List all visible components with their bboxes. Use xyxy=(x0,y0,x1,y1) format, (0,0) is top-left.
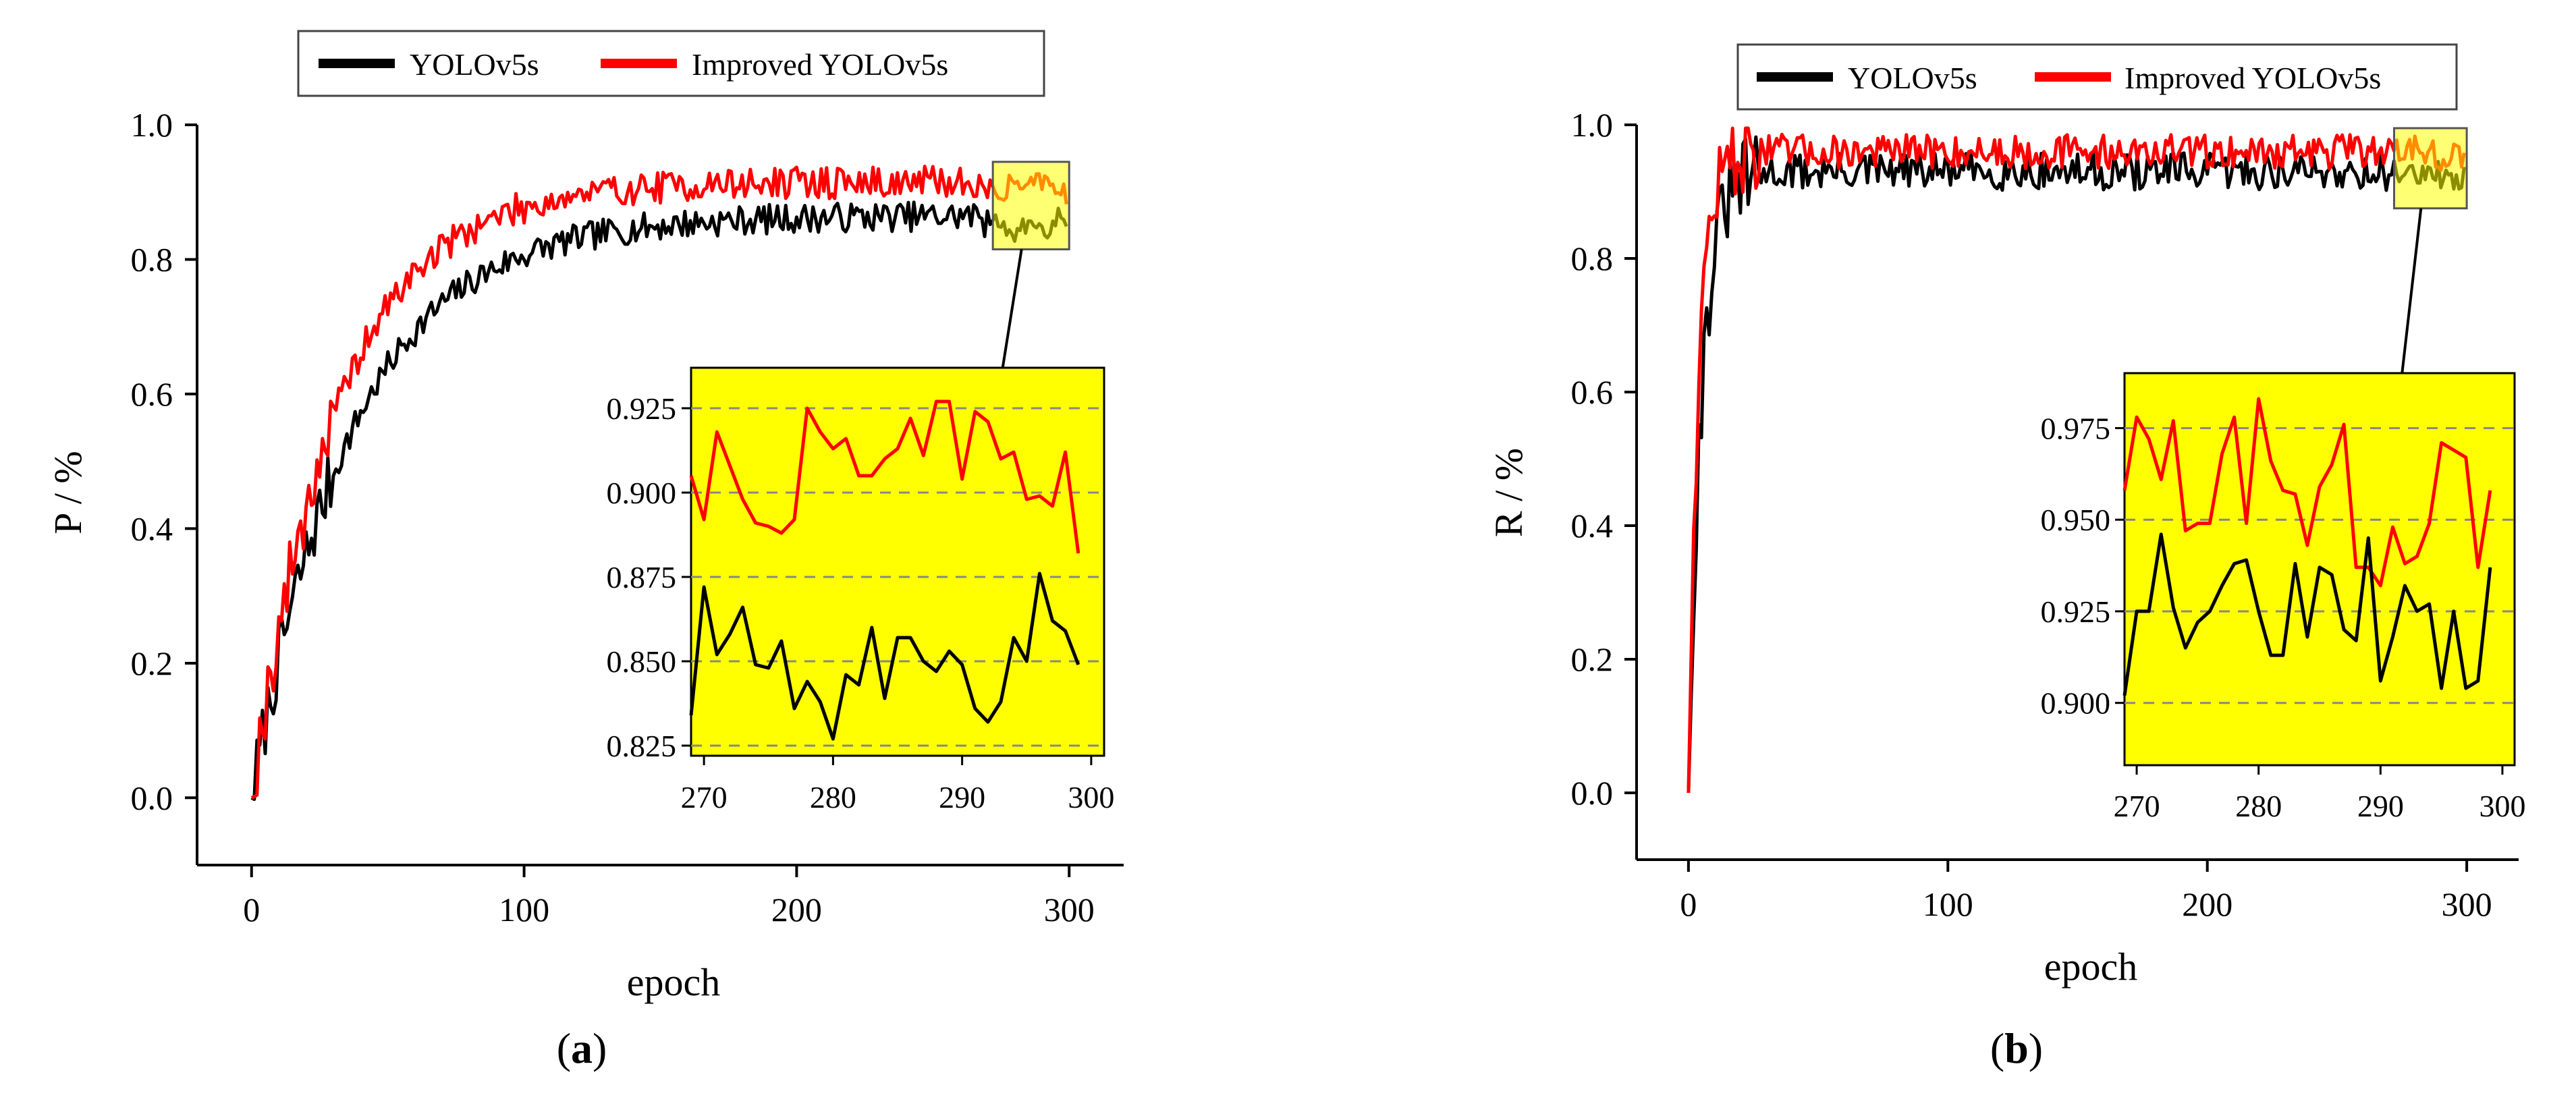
y-tick-label: 0.4 xyxy=(1571,507,1614,545)
inset-y-tick-label: 0.975 xyxy=(2041,411,2111,445)
inset-y-tick-label: 0.850 xyxy=(607,644,677,679)
legend-b: YOLOv5s Improved YOLOv5s xyxy=(1736,43,2458,111)
y-tick-label: 0.6 xyxy=(1571,373,1614,411)
y-tick-label: 0.0 xyxy=(131,779,173,816)
x-tick-label: 0 xyxy=(243,891,260,928)
y-ticks xyxy=(1624,123,1637,794)
inset-gridlines xyxy=(2125,426,2515,704)
inset-y-tick-label: 0.925 xyxy=(607,391,677,426)
caption-paren-open: ( xyxy=(557,1024,571,1072)
legend-a: YOLOv5s Improved YOLOv5s xyxy=(297,30,1045,97)
zoom-highlight-box xyxy=(991,161,1070,250)
x-tick-label: 0 xyxy=(1680,885,1697,923)
caption-letter: a xyxy=(571,1024,593,1072)
inset-y-tick-label: 0.925 xyxy=(2041,594,2111,629)
series-line-yolov5s xyxy=(1687,135,2466,794)
caption-paren-close: ) xyxy=(593,1024,607,1072)
inset-series-line-improved xyxy=(2122,397,2492,588)
inset-y-tick-label: 0.950 xyxy=(2041,503,2111,537)
y-axis-title: R / % xyxy=(1487,448,1531,537)
inset-x-ticks xyxy=(703,756,1093,765)
x-tick-label: 300 xyxy=(2442,885,2492,923)
panel-a: YOLOv5s Improved YOLOv5s 0 100 200 300 0… xyxy=(46,30,1124,1072)
legend-label-yolov5s: YOLOv5s xyxy=(1848,61,1977,95)
x-ticks xyxy=(1687,860,2469,872)
inset-y-tick-label: 0.825 xyxy=(607,729,677,763)
legend-label-improved: Improved YOLOv5s xyxy=(692,47,948,82)
y-tick-label: 1.0 xyxy=(131,106,173,144)
y-tick-label: 0.8 xyxy=(1571,240,1614,277)
caption-paren-open: ( xyxy=(1990,1024,2004,1072)
panel-b: YOLOv5s Improved YOLOv5s 0 100 200 300 0… xyxy=(1487,43,2525,1072)
inset-x-tick-label: 300 xyxy=(1068,780,1114,814)
y-tick-label: 0.6 xyxy=(131,375,173,413)
caption-letter: b xyxy=(2004,1024,2029,1072)
x-axis-title: epoch xyxy=(2044,945,2138,989)
inset-plot: 270 280 290 300 0.900 0.925 0.950 0.975 xyxy=(2041,372,2525,823)
inset-x-tick-label: 280 xyxy=(810,780,856,814)
y-axis-title: P / % xyxy=(46,451,90,534)
inset-x-tick-label: 270 xyxy=(681,780,728,814)
inset-background xyxy=(690,366,1105,757)
y-tick-label: 0.0 xyxy=(1571,774,1614,812)
inset-y-ticks xyxy=(682,407,691,747)
y-ticks xyxy=(185,123,197,800)
panel-caption-b: (b) xyxy=(1990,1024,2043,1072)
inset-plot: 270 280 290 300 0.825 0.850 0.875 0.900 … xyxy=(607,366,1114,814)
y-tick-label: 0.4 xyxy=(131,509,173,547)
series-line-yolov5s xyxy=(250,200,1068,801)
inset-gridlines xyxy=(691,407,1104,747)
y-tick-label: 1.0 xyxy=(1571,106,1614,144)
x-tick-label: 300 xyxy=(1044,891,1095,928)
legend-label-improved: Improved YOLOv5s xyxy=(2125,61,2381,95)
inset-x-tick-label: 280 xyxy=(2235,789,2282,823)
zoom-connector-line xyxy=(2401,208,2423,374)
series-line-improved xyxy=(250,165,1068,800)
inset-x-tick-label: 290 xyxy=(939,780,985,814)
inset-series-line-yolov5s xyxy=(689,572,1080,741)
zoom-connector-line xyxy=(1001,249,1023,368)
inset-y-tick-label: 0.900 xyxy=(607,476,677,510)
inset-y-tick-label: 0.900 xyxy=(2041,686,2111,721)
x-tick-label: 100 xyxy=(499,891,549,928)
series-line-improved xyxy=(1687,126,2466,794)
x-tick-label: 100 xyxy=(1923,885,1973,923)
inset-x-tick-label: 300 xyxy=(2479,789,2525,823)
y-tick-label: 0.8 xyxy=(131,240,173,278)
inset-x-ticks xyxy=(2135,765,2504,775)
caption-paren-close: ) xyxy=(2029,1024,2043,1072)
panel-caption-a: (a) xyxy=(557,1024,607,1072)
legend-label-yolov5s: YOLOv5s xyxy=(410,47,539,82)
y-tick-label: 0.2 xyxy=(1571,640,1614,678)
inset-x-tick-label: 290 xyxy=(2357,789,2404,823)
x-tick-label: 200 xyxy=(2182,885,2232,923)
zoom-highlight-box xyxy=(2392,127,2468,210)
inset-y-tick-label: 0.875 xyxy=(607,560,677,594)
inset-y-ticks xyxy=(2115,426,2125,704)
inset-series-line-yolov5s xyxy=(2122,532,2492,696)
x-ticks xyxy=(250,865,1071,877)
x-axis-title: epoch xyxy=(627,960,721,1004)
x-tick-label: 200 xyxy=(771,891,822,928)
inset-series-line-improved xyxy=(689,399,1080,554)
y-tick-label: 0.2 xyxy=(131,644,173,682)
inset-x-tick-label: 270 xyxy=(2114,789,2160,823)
